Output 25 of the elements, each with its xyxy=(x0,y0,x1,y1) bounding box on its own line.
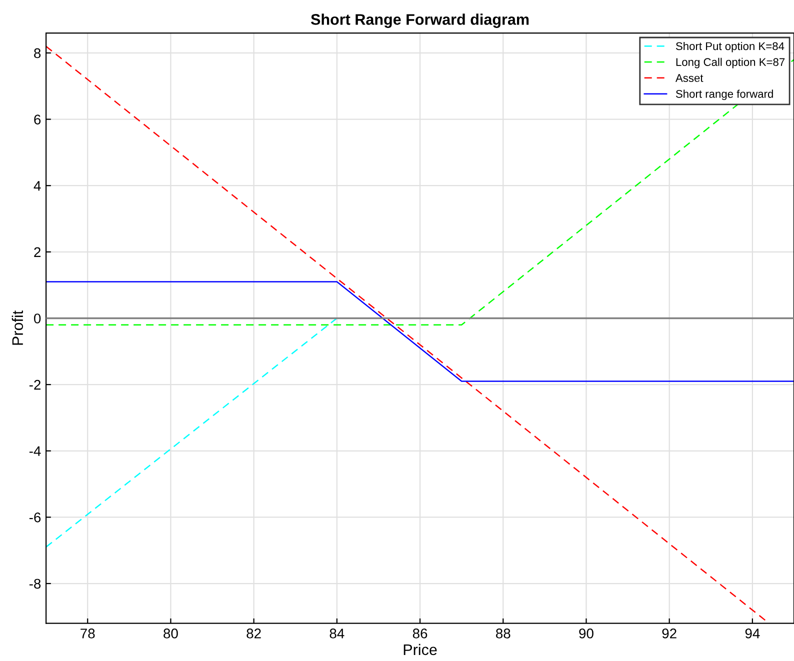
x-tick-label: 78 xyxy=(80,628,95,638)
legend-label: Asset xyxy=(675,74,704,82)
y-tick-label: -2 xyxy=(29,380,40,390)
y-tick-label: 6 xyxy=(34,114,41,124)
x-axis-title: Price xyxy=(404,644,437,656)
x-tick-label: 88 xyxy=(496,628,510,638)
chart-title: Short Range Forward diagram xyxy=(310,14,529,28)
x-tick-label: 80 xyxy=(164,628,178,638)
legend-label: Short Put option K=84 xyxy=(676,42,784,52)
y-tick-label: -8 xyxy=(29,578,41,589)
y-tick-label: 2 xyxy=(34,247,40,257)
y-tick-label: 0 xyxy=(34,314,41,324)
x-tick-label: 90 xyxy=(579,628,594,638)
y-tick-label: -4 xyxy=(29,446,41,456)
x-tick-label: 94 xyxy=(745,628,760,638)
y-tick-label: 4 xyxy=(34,181,41,191)
y-tick-label: 8 xyxy=(34,48,41,58)
x-tick-label: 82 xyxy=(246,628,261,638)
x-tick-label: 84 xyxy=(330,628,344,638)
y-tick-label: -6 xyxy=(29,512,41,522)
legend-label: Short range forward xyxy=(676,90,773,100)
x-tick-label: 92 xyxy=(662,628,676,638)
x-tick-label: 86 xyxy=(412,628,428,638)
y-axis-title: Profit xyxy=(12,310,24,345)
legend-label: Long Call option K=87 xyxy=(676,58,785,68)
